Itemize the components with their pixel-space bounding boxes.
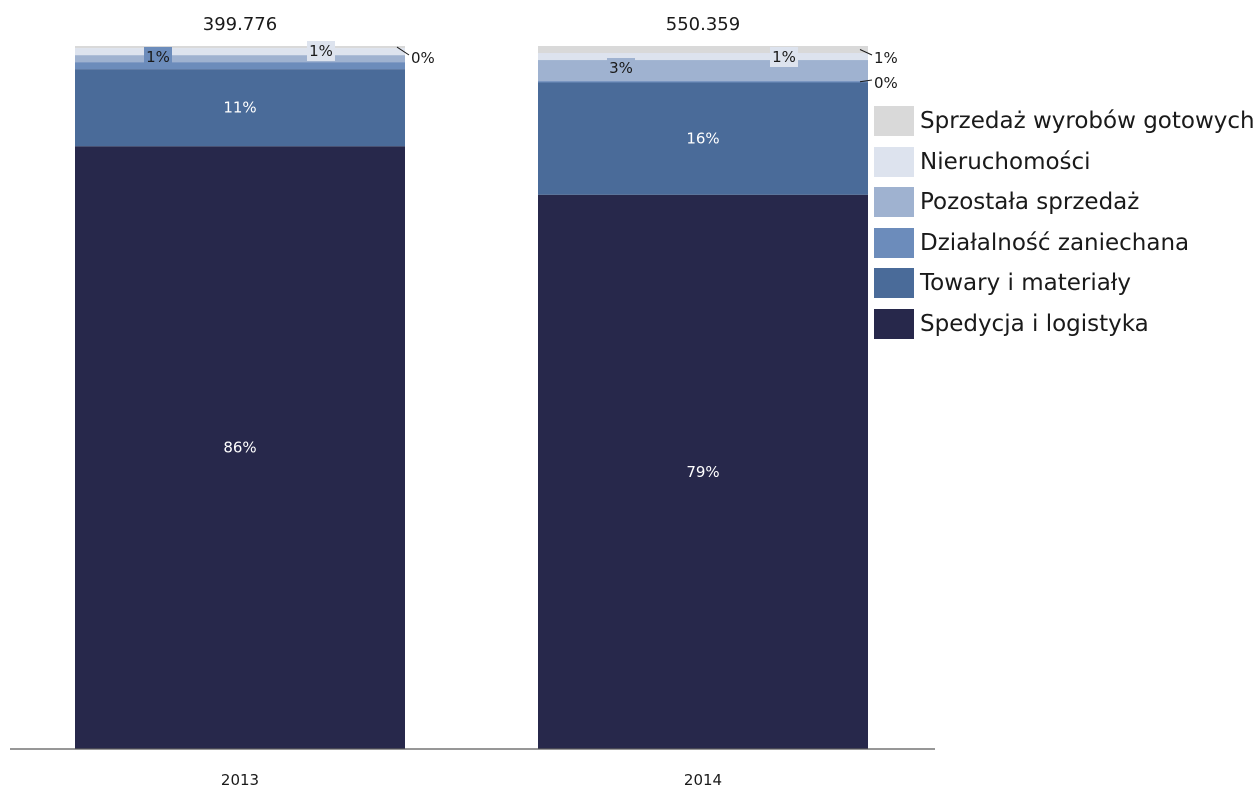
legend-label: Działalność zaniechana — [920, 229, 1190, 256]
bar-total-2013: 399.776 — [203, 14, 277, 35]
legend-swatch — [874, 308, 914, 339]
bar-segment-2014-5 — [538, 53, 868, 61]
bar-segment-2013-6 — [75, 46, 405, 49]
data-label-2013-6: 0% — [411, 49, 435, 67]
bar-segment-2013-3 — [75, 62, 405, 70]
data-label-2013-2: 11% — [223, 99, 256, 117]
bars-layer — [75, 46, 868, 749]
x-axis-ticks: 2013 2014 — [221, 771, 722, 787]
legend-item: Sprzedaż wyrobów gotowych — [874, 101, 1255, 142]
legend-swatch — [874, 146, 914, 177]
x-tick-label-2013: 2013 — [221, 771, 259, 787]
bar-segment-2014-1 — [538, 194, 868, 749]
legend-item: Towary i materiały — [874, 263, 1255, 304]
data-labels-layer: 86% 11% 1% 1% 0% 79% 16% 0% 3% 1% 1% — [144, 41, 898, 481]
data-label-2014-5: 1% — [772, 48, 796, 66]
legend-swatch — [874, 187, 914, 218]
bar-segment-2014-3 — [538, 81, 868, 83]
legend-label: Towary i materiały — [920, 270, 1131, 297]
data-label-2014-3: 0% — [874, 74, 898, 92]
data-label-2014-4: 3% — [609, 59, 633, 77]
legend-swatch — [874, 227, 914, 258]
leader-line-2013-6 — [396, 46, 410, 56]
legend-label: Pozostała sprzedaż — [920, 189, 1140, 216]
data-label-2013-5: 1% — [309, 42, 333, 60]
leader-line-2014-3 — [859, 79, 873, 83]
bar-segment-2013-1 — [75, 146, 405, 749]
data-label-box-2014-5 — [770, 47, 798, 67]
data-label-box-2013-5 — [307, 41, 335, 61]
bar-segment-2014-2 — [538, 82, 868, 195]
legend-item: Działalność zaniechana — [874, 223, 1255, 264]
legend-item: Pozostała sprzedaż — [874, 182, 1255, 223]
bar-segment-2014-6 — [538, 46, 868, 54]
legend: Sprzedaż wyrobów gotowych Nieruchomości Po… — [874, 101, 1255, 344]
data-label-2013-1: 86% — [223, 439, 256, 457]
legend-swatch — [874, 106, 914, 137]
bar-totals: 399.776 550.359 — [203, 14, 740, 35]
legend-item: Nieruchomości — [874, 142, 1255, 183]
data-label-box-2013-3 — [144, 47, 172, 67]
legend-item: Spedycja i logistyka — [874, 304, 1255, 345]
data-label-2014-2: 16% — [686, 130, 719, 148]
bar-segment-2013-5 — [75, 48, 405, 56]
bar-segment-2013-2 — [75, 69, 405, 147]
x-tick-label-2014: 2014 — [684, 771, 722, 787]
legend-swatch — [874, 268, 914, 299]
legend-label: Sprzedaż wyrobów gotowych — [920, 108, 1255, 135]
data-label-2013-3: 1% — [146, 48, 170, 66]
leader-line-2014-6 — [859, 49, 873, 56]
legend-label: Spedycja i logistyka — [920, 310, 1149, 337]
data-label-2014-1: 79% — [686, 463, 719, 481]
bar-segment-2013-4 — [75, 55, 405, 63]
legend-label: Nieruchomości — [920, 148, 1091, 175]
data-label-2014-6: 1% — [874, 49, 898, 67]
bar-total-2014: 550.359 — [666, 14, 740, 35]
data-label-box-2014-4 — [607, 58, 635, 78]
bar-segment-2014-4 — [538, 60, 868, 82]
